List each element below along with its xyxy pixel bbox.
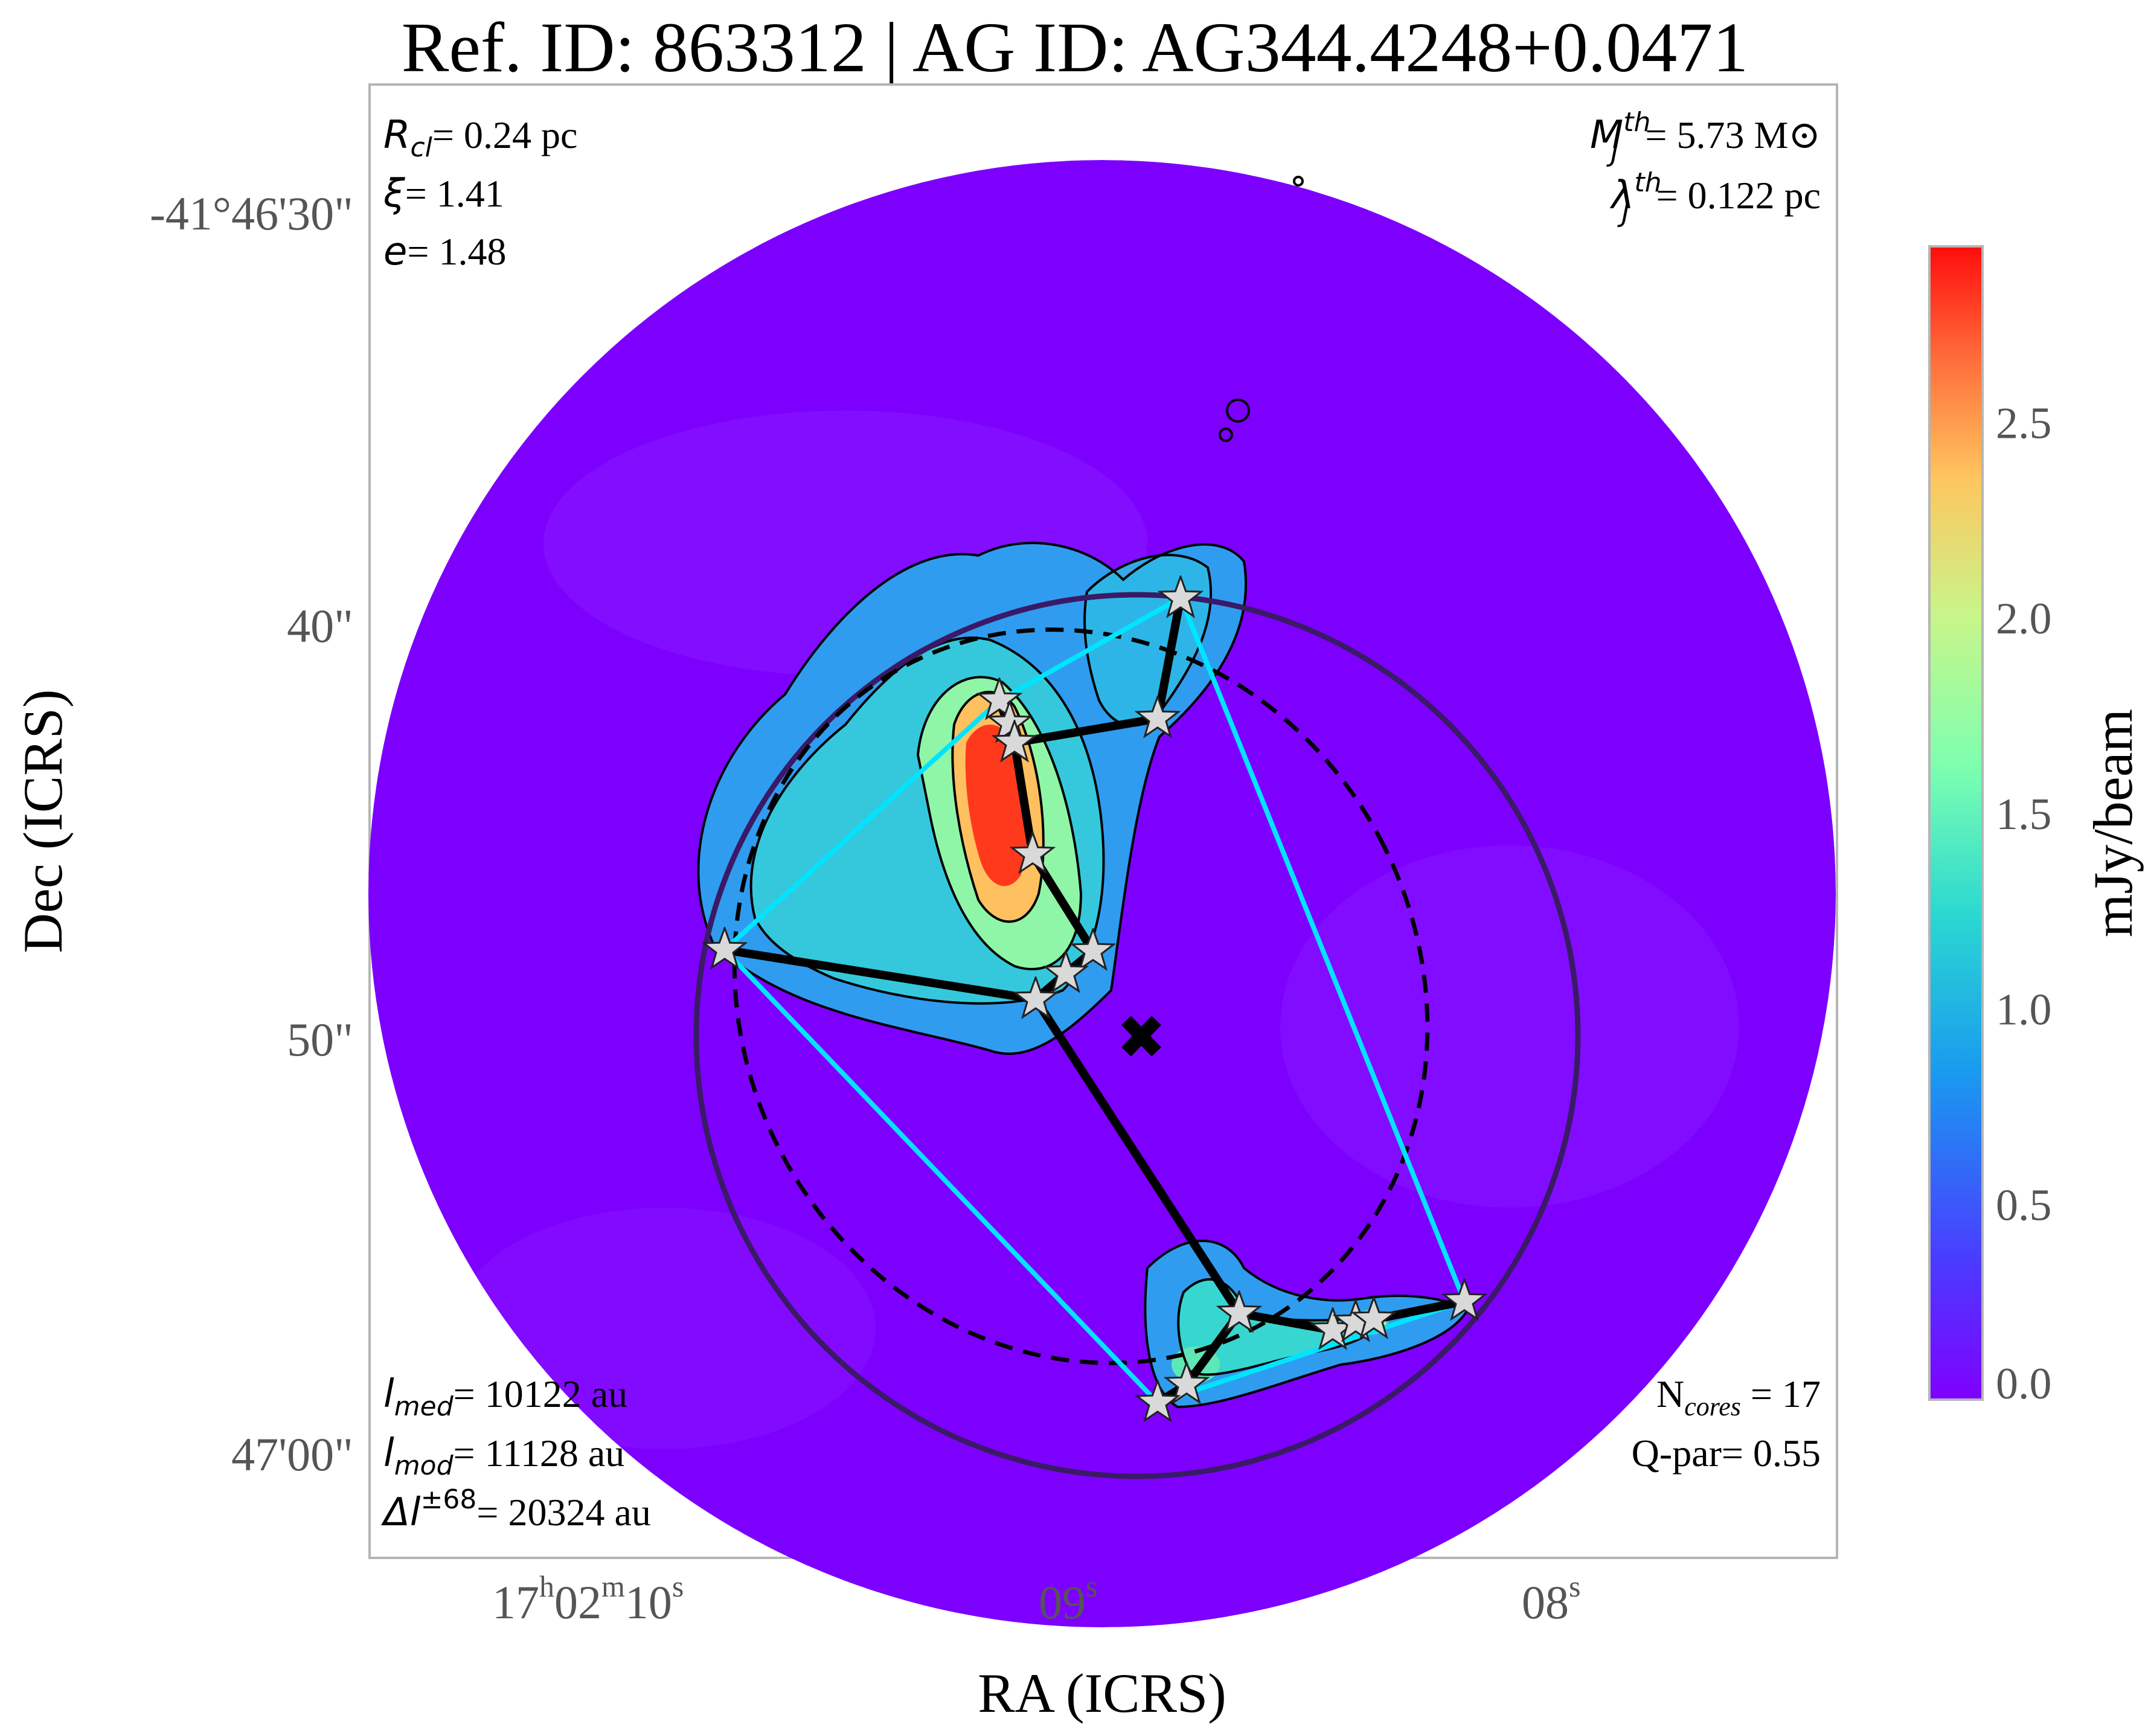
- y-tick-label: 47'00": [231, 1428, 353, 1481]
- annotations-top-left: Rcl= 0.24 pc ξ= 1.41 e= 1.48: [383, 113, 577, 274]
- svg-text:Rcl= 0.24 pc: Rcl= 0.24 pc: [383, 113, 577, 163]
- y-tick-label: -41°46'30": [150, 187, 353, 240]
- svg-text:lmod= 11128 au: lmod= 11128 au: [383, 1431, 624, 1481]
- svg-text:lmed= 10122 au: lmed= 10122 au: [383, 1372, 627, 1422]
- colorbar-tick-label: 1.5: [1996, 790, 2052, 839]
- svg-text:Q-par= 0.55: Q-par= 0.55: [1632, 1432, 1821, 1475]
- x-tick-label: 08s: [1522, 1569, 1580, 1629]
- x-axis-label: RA (ICRS): [978, 1662, 1226, 1724]
- x-tick-label: 09s: [1039, 1569, 1097, 1629]
- colorbar-label: mJy/beam: [2082, 709, 2144, 937]
- colorbar: 0.0 0.5 1.0 1.5 2.0 2.5 mJy/beam: [1928, 245, 2144, 1409]
- svg-text:ξ= 1.41: ξ= 1.41: [383, 171, 504, 216]
- annotations-top-right: Mth J = 5.73 M⊙ λth J = 0.122 pc: [1590, 107, 1821, 228]
- y-tick-label: 40": [287, 600, 353, 652]
- convex-hull: [721, 594, 1468, 1406]
- colorbar-gradient: [1928, 245, 1984, 1401]
- annotations-bottom-left: lmed= 10122 au lmod= 11128 au Δl±68= 203…: [380, 1372, 651, 1535]
- contours: [697, 176, 1469, 1409]
- annotations-bottom-right: Ncores = 17 Q-par= 0.55: [1632, 1372, 1821, 1475]
- colorbar-tick-label: 2.0: [1996, 594, 2052, 644]
- x-tick-labels: 17h02m10s 09s 08s: [492, 1569, 1580, 1629]
- colorbar-ticks: 0.0 0.5 1.0 1.5 2.0 2.5: [1996, 399, 2052, 1409]
- colorbar-tick-label: 0.5: [1996, 1180, 2052, 1230]
- colorbar-tick-label: 1.0: [1996, 985, 2052, 1035]
- colorbar-tick-label: 2.5: [1996, 399, 2052, 448]
- center-x-marker: [1121, 1016, 1161, 1057]
- chart-title: Ref. ID: 863312 | AG ID: AG344.4248+0.04…: [402, 8, 1748, 87]
- svg-text:e= 1.48: e= 1.48: [383, 229, 506, 274]
- fitted-ellipse: [732, 627, 1430, 1365]
- svg-text:Ncores = 17: Ncores = 17: [1656, 1372, 1821, 1421]
- x-tick-label: 17h02m10s: [492, 1569, 684, 1629]
- svg-text:Δl±68= 20324 au: Δl±68= 20324 au: [380, 1484, 651, 1535]
- y-tick-label: 50": [287, 1013, 353, 1066]
- colorbar-tick-label: 0.0: [1996, 1359, 2052, 1409]
- y-axis-label: Dec (ICRS): [12, 690, 74, 953]
- cluster-circle: [693, 592, 1581, 1479]
- y-tick-labels: -41°46'30" 40" 50" 47'00": [150, 187, 353, 1481]
